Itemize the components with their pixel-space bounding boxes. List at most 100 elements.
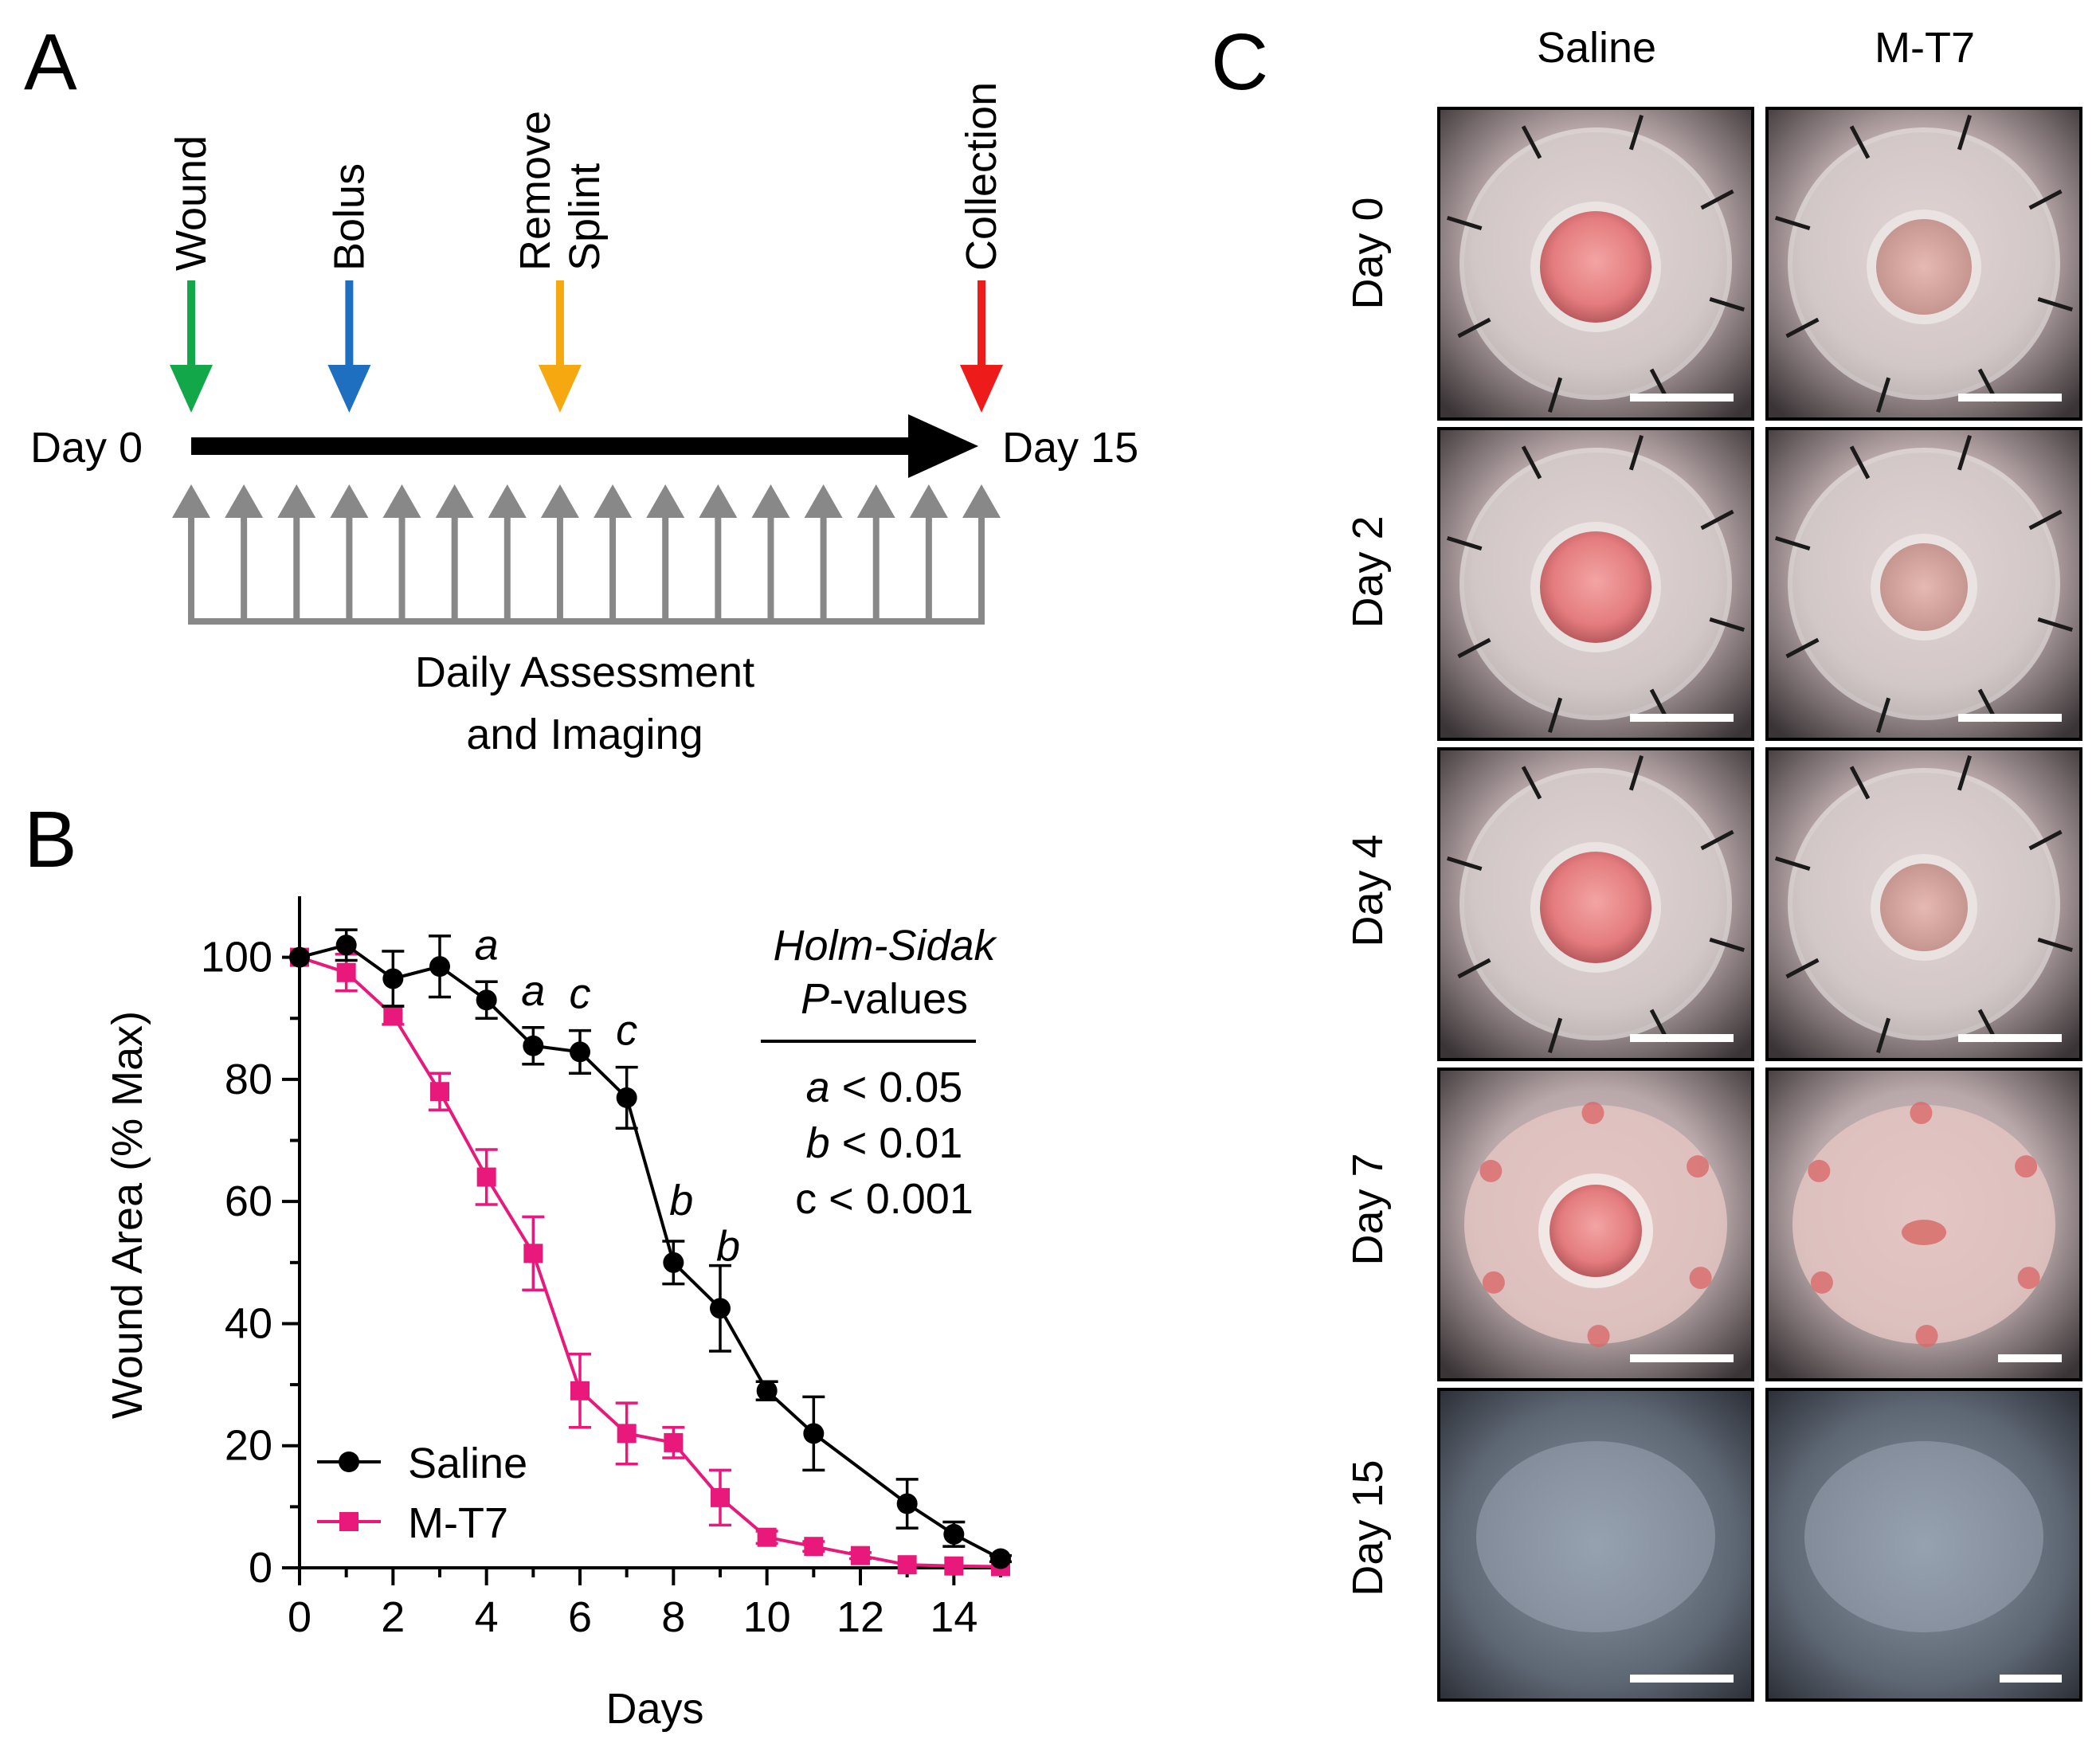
wound [1540, 211, 1651, 323]
scab-0 [2017, 1267, 2040, 1290]
assessment-arrowhead-day6 [488, 484, 527, 518]
point-saline-1 [335, 934, 357, 956]
scab-2 [1810, 1271, 1833, 1294]
scab-3 [1808, 1159, 1831, 1182]
photo-frame [1437, 107, 1754, 421]
point-saline-14 [943, 1523, 965, 1545]
point-saline-6 [570, 1041, 590, 1063]
event-arrowhead-remove-splint [538, 365, 582, 413]
photo-mt7-day4 [1765, 747, 2082, 1061]
point-mt7-13 [897, 1555, 917, 1575]
assessment-arrowhead-day10 [699, 484, 738, 518]
point-saline-4 [476, 989, 497, 1011]
suture-4 [1774, 856, 1811, 872]
wound [1880, 543, 1968, 631]
suture-3 [1457, 958, 1491, 979]
point-mt7-14 [944, 1556, 964, 1576]
event-label-collection-0: Collection [958, 82, 1005, 271]
wound [1902, 1220, 1946, 1245]
sig-letter-day5: a [521, 967, 545, 1015]
stats-row-c: c < 0.001 [795, 1175, 974, 1223]
suture-4 [1446, 856, 1483, 872]
regrown-fur [1476, 1441, 1715, 1632]
point-saline-0 [289, 946, 310, 968]
y-tick-label-40: 40 [225, 1299, 272, 1347]
point-saline-13 [896, 1493, 918, 1514]
suture-6 [1628, 754, 1644, 791]
assessment-arrowhead-day14 [909, 484, 948, 518]
y-tick-label-60: 60 [225, 1177, 272, 1225]
scab-1 [1587, 1324, 1610, 1347]
wound [1540, 852, 1651, 963]
chart-series [289, 928, 1012, 1577]
suture-0 [2037, 617, 2074, 633]
legend-saline-marker [339, 1452, 359, 1472]
photo-frame [1765, 747, 2082, 1061]
assessment-arrowhead-day8 [594, 484, 633, 518]
assessment-arrowhead-day4 [382, 484, 421, 518]
assessment-arrowhead-day12 [804, 484, 843, 518]
point-mt7-1 [336, 962, 356, 982]
point-mt7-6 [570, 1381, 590, 1401]
y-axis-label: Wound Area (% Max) [104, 1011, 151, 1419]
photo-row-day15: Day 15 [1344, 1459, 1392, 1596]
series-saline [289, 928, 1012, 1569]
y-tick-label-20: 20 [225, 1422, 272, 1470]
suture-5 [1849, 125, 1871, 159]
suture-0 [2037, 296, 2074, 312]
point-mt7-10 [757, 1527, 777, 1547]
panel-letter-a: A [24, 18, 77, 107]
legend-mt7-label: M-T7 [408, 1499, 508, 1547]
stats-box: Holm-Sidak P-values a < 0.05 b < 0.01 c … [761, 922, 998, 1223]
point-mt7-11 [804, 1537, 824, 1557]
chart-legend: Saline M-T7 [317, 1440, 527, 1547]
assessment-arrowhead-day3 [330, 484, 369, 518]
photo-saline-day7 [1437, 1068, 1754, 1381]
point-mt7-5 [523, 1244, 543, 1263]
series-line-mt7 [299, 955, 1001, 1569]
timeline-end-label: Day 15 [1002, 424, 1138, 472]
wound [1550, 1185, 1642, 1277]
stats-row-c-text: < 0.001 [829, 1175, 974, 1223]
stats-title-rest: -values [829, 975, 968, 1023]
suture-7 [1700, 189, 1734, 210]
x-tick-label-6: 6 [568, 1593, 592, 1641]
suture-3 [1785, 637, 1820, 659]
assessment-arrowhead-day13 [856, 484, 895, 518]
photo-frame [1765, 427, 2082, 741]
photo-row-day0: Day 0 [1344, 197, 1392, 309]
photo-mt7-day15 [1765, 1388, 2082, 1702]
sig-letter-day9: b [716, 1222, 740, 1270]
scab-4 [1581, 1102, 1604, 1125]
chart-axes [298, 896, 1001, 1569]
suture-4 [1446, 535, 1483, 551]
suture-5 [1849, 445, 1871, 480]
sig-letter-day8: b [669, 1177, 693, 1224]
y-tick-label-0: 0 [249, 1544, 272, 1592]
point-saline-9 [710, 1298, 731, 1319]
photo-frame [1765, 1068, 2082, 1381]
suture-5 [1521, 445, 1542, 480]
photo-mt7-day2 [1765, 427, 2082, 741]
suture-7 [2028, 189, 2063, 210]
photo-frame [1437, 747, 1754, 1061]
scab-2 [1482, 1271, 1505, 1294]
assessment-label-line1: Daily Assessment [415, 648, 754, 696]
point-saline-3 [429, 956, 450, 977]
event-label-remove-splint-1: Splint [561, 163, 609, 271]
event-arrowhead-bolus [327, 365, 371, 413]
suture-4 [1774, 535, 1811, 551]
suture-5 [1521, 766, 1542, 800]
suture-6 [1628, 114, 1644, 151]
panel-letter-b: B [24, 795, 77, 884]
stats-row-b: b < 0.01 [806, 1119, 963, 1167]
photo-saline-day2 [1437, 427, 1754, 741]
assessment-arrowhead-day5 [435, 484, 474, 518]
point-saline-5 [523, 1035, 544, 1056]
suture-0 [1709, 937, 1745, 953]
assessment-arrowhead-day2 [277, 484, 316, 518]
scale-bar [1630, 1675, 1734, 1683]
timeline-start-label: Day 0 [30, 424, 143, 472]
assessment-label-line2: and Imaging [466, 711, 703, 758]
